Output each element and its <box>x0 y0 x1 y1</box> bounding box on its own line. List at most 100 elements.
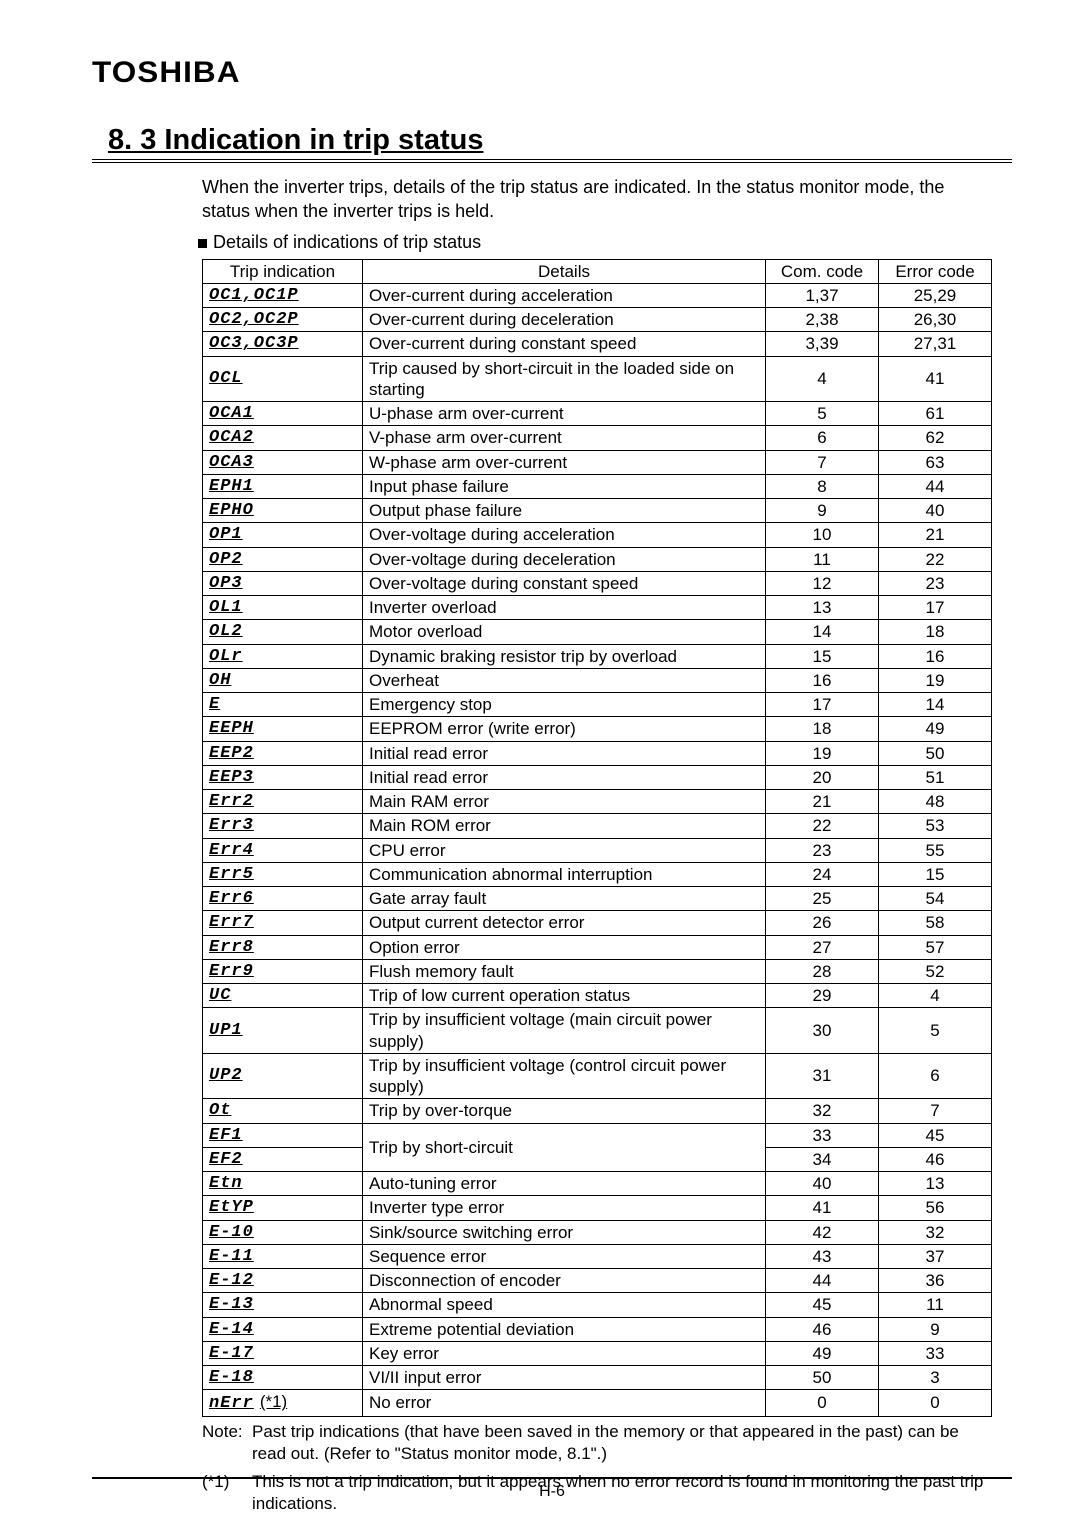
cell-details: Flush memory fault <box>363 959 766 983</box>
cell-indication: EtYP <box>203 1196 363 1220</box>
cell-error-code: 5 <box>879 1008 992 1054</box>
cell-indication: UP2 <box>203 1053 363 1099</box>
cell-details: V-phase arm over-current <box>363 426 766 450</box>
cell-error-code: 4 <box>879 984 992 1008</box>
cell-com-code: 50 <box>766 1366 879 1390</box>
cell-indication: EF1 <box>203 1123 363 1147</box>
section-title-text: 8. 3 Indication in trip status <box>108 124 483 156</box>
cell-indication: OCA1 <box>203 402 363 426</box>
cell-details: No error <box>363 1390 766 1416</box>
table-row: EEmergency stop1714 <box>203 693 992 717</box>
cell-com-code: 5 <box>766 402 879 426</box>
intro-text: When the inverter trips, details of the … <box>202 175 992 224</box>
cell-com-code: 30 <box>766 1008 879 1054</box>
cell-details: VI/II input error <box>363 1366 766 1390</box>
cell-details: Initial read error <box>363 765 766 789</box>
cell-details: Output phase failure <box>363 499 766 523</box>
cell-error-code: 40 <box>879 499 992 523</box>
table-row: OP3Over-voltage during constant speed122… <box>203 571 992 595</box>
square-bullet-icon <box>198 239 207 248</box>
cell-indication: OC1,OC1P <box>203 283 363 307</box>
cell-details: Key error <box>363 1341 766 1365</box>
cell-indication: Err4 <box>203 838 363 862</box>
cell-com-code: 1,37 <box>766 283 879 307</box>
cell-com-code: 28 <box>766 959 879 983</box>
cell-error-code: 0 <box>879 1390 992 1416</box>
cell-error-code: 22 <box>879 547 992 571</box>
cell-error-code: 11 <box>879 1293 992 1317</box>
table-row: EEP2Initial read error1950 <box>203 741 992 765</box>
table-row: EEP3Initial read error2051 <box>203 765 992 789</box>
cell-indication: Err8 <box>203 935 363 959</box>
cell-com-code: 2,38 <box>766 308 879 332</box>
cell-indication: Err3 <box>203 814 363 838</box>
table-row: E-14Extreme potential deviation469 <box>203 1317 992 1341</box>
cell-com-code: 24 <box>766 862 879 886</box>
table-row: EPHOOutput phase failure940 <box>203 499 992 523</box>
cell-details: W-phase arm over-current <box>363 450 766 474</box>
note-label: Note: <box>202 1421 252 1465</box>
cell-details: Overheat <box>363 668 766 692</box>
cell-indication: EF2 <box>203 1147 363 1171</box>
document-page: TOSHIBA 8. 3 Indication in trip status W… <box>0 0 1080 1527</box>
cell-indication: EEP3 <box>203 765 363 789</box>
cell-details: U-phase arm over-current <box>363 402 766 426</box>
cell-indication: UP1 <box>203 1008 363 1054</box>
cell-details: EEPROM error (write error) <box>363 717 766 741</box>
cell-error-code: 14 <box>879 693 992 717</box>
cell-com-code: 0 <box>766 1390 879 1416</box>
cell-error-code: 23 <box>879 571 992 595</box>
cell-error-code: 17 <box>879 596 992 620</box>
cell-error-code: 61 <box>879 402 992 426</box>
cell-com-code: 7 <box>766 450 879 474</box>
subheading: Details of indications of trip status <box>198 232 992 253</box>
cell-error-code: 13 <box>879 1172 992 1196</box>
cell-com-code: 12 <box>766 571 879 595</box>
cell-com-code: 18 <box>766 717 879 741</box>
table-row: E-18VI/II input error503 <box>203 1366 992 1390</box>
cell-error-code: 52 <box>879 959 992 983</box>
col-error-code: Error code <box>879 259 992 283</box>
cell-indication: OP3 <box>203 571 363 595</box>
cell-com-code: 8 <box>766 474 879 498</box>
cell-com-code: 21 <box>766 790 879 814</box>
cell-details: Sequence error <box>363 1244 766 1268</box>
cell-com-code: 19 <box>766 741 879 765</box>
cell-error-code: 37 <box>879 1244 992 1268</box>
table-row: E-13Abnormal speed4511 <box>203 1293 992 1317</box>
cell-error-code: 27,31 <box>879 332 992 356</box>
cell-details: Trip by insufficient voltage (main circu… <box>363 1008 766 1054</box>
cell-details: Emergency stop <box>363 693 766 717</box>
cell-com-code: 49 <box>766 1341 879 1365</box>
cell-error-code: 6 <box>879 1053 992 1099</box>
cell-details: Main RAM error <box>363 790 766 814</box>
cell-indication: E-14 <box>203 1317 363 1341</box>
cell-com-code: 40 <box>766 1172 879 1196</box>
brand-logo: TOSHIBA <box>92 56 1058 90</box>
cell-indication: E-13 <box>203 1293 363 1317</box>
table-row: OP2Over-voltage during deceleration1122 <box>203 547 992 571</box>
cell-details: Communication abnormal interruption <box>363 862 766 886</box>
col-details: Details <box>363 259 766 283</box>
cell-com-code: 32 <box>766 1099 879 1123</box>
page-number: H-6 <box>539 1483 565 1500</box>
cell-details: Output current detector error <box>363 911 766 935</box>
cell-indication: E-12 <box>203 1269 363 1293</box>
cell-error-code: 32 <box>879 1220 992 1244</box>
cell-com-code: 4 <box>766 356 879 402</box>
cell-error-code: 15 <box>879 862 992 886</box>
table-row: E-11Sequence error4337 <box>203 1244 992 1268</box>
cell-indication: Err7 <box>203 911 363 935</box>
table-row: OC1,OC1POver-current during acceleration… <box>203 283 992 307</box>
note-text: Past trip indications (that have been sa… <box>252 1421 992 1465</box>
cell-com-code: 29 <box>766 984 879 1008</box>
cell-details: Abnormal speed <box>363 1293 766 1317</box>
cell-details: CPU error <box>363 838 766 862</box>
cell-error-code: 9 <box>879 1317 992 1341</box>
table-row: Err6Gate array fault2554 <box>203 887 992 911</box>
cell-error-code: 63 <box>879 450 992 474</box>
cell-com-code: 14 <box>766 620 879 644</box>
table-row: E-12Disconnection of encoder4436 <box>203 1269 992 1293</box>
table-row: UP1Trip by insufficient voltage (main ci… <box>203 1008 992 1054</box>
table-row: Err7Output current detector error2658 <box>203 911 992 935</box>
